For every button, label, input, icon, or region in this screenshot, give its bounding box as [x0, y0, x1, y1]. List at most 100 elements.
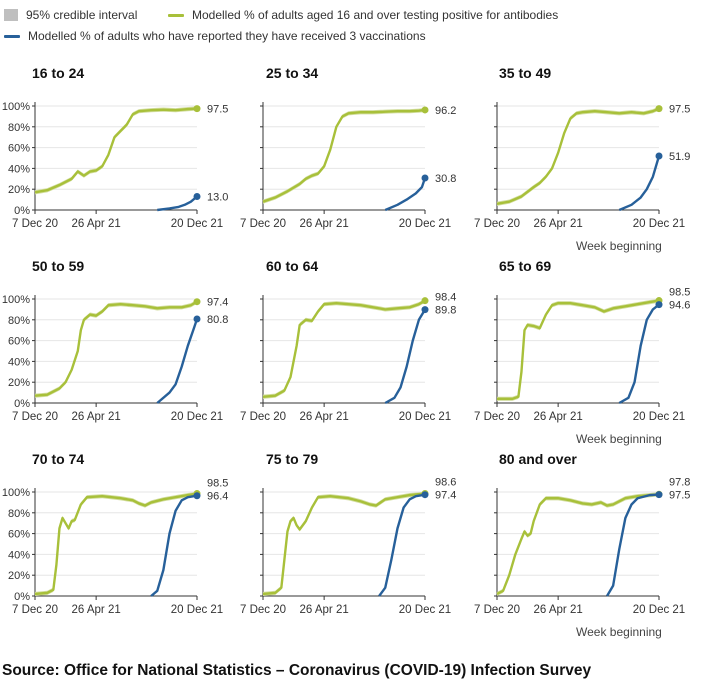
- antibodies-end-label: 97.5: [207, 104, 228, 116]
- credible-interval-band: [35, 106, 197, 195]
- antibodies-end-dot: [193, 298, 201, 306]
- x-tick-label: 20 Dec 21: [633, 604, 685, 616]
- panel-title: 16 to 24: [32, 65, 85, 81]
- vaccinations-end-dot: [193, 492, 201, 500]
- antibodies-end-label: 97.4: [207, 297, 228, 309]
- x-tick-label: 20 Dec 21: [633, 411, 685, 423]
- antibodies-line: [34, 107, 198, 194]
- x-tick-label: 26 Apr 21: [534, 218, 583, 230]
- vaccinations-end-label: 30.8: [435, 173, 456, 185]
- vaccinations-end-label: 97.5: [669, 490, 690, 502]
- credible-interval-band: [497, 492, 659, 596]
- week-beginning-label: Week beginning: [576, 625, 662, 639]
- x-tick-label: 7 Dec 20: [12, 218, 58, 230]
- antibodies-end-label: 98.4: [435, 292, 456, 304]
- antibodies-end-dot: [655, 105, 663, 113]
- vaccinations-swatch: [4, 34, 20, 38]
- x-tick-label: 7 Dec 20: [240, 604, 286, 616]
- vaccinations-line: [618, 303, 660, 405]
- x-tick-label: 20 Dec 21: [171, 218, 223, 230]
- vaccinations-end-label: 94.6: [669, 300, 690, 312]
- antibodies-line: [496, 107, 660, 205]
- week-beginning-label: Week beginning: [576, 239, 662, 253]
- credible-interval-band: [35, 299, 197, 398]
- y-tick-label: 80%: [8, 122, 30, 134]
- y-tick-label: 40%: [8, 356, 30, 368]
- x-tick-label: 20 Dec 21: [171, 411, 223, 423]
- x-tick-label: 20 Dec 21: [171, 604, 223, 616]
- y-tick-label: 60%: [8, 529, 30, 541]
- antibodies-line: [497, 299, 660, 401]
- vaccinations-end-label: 51.9: [669, 151, 690, 163]
- vaccinations-end-dot: [421, 491, 429, 499]
- legend-vaccinations: Modelled % of adults who have reported t…: [4, 29, 426, 43]
- vaccinations-end-dot: [421, 174, 429, 182]
- x-tick-label: 7 Dec 20: [12, 411, 58, 423]
- x-tick-label: 7 Dec 20: [12, 604, 58, 616]
- y-tick-label: 40%: [8, 163, 30, 175]
- antibodies-line: [34, 300, 198, 397]
- y-tick-label: 0%: [14, 205, 30, 217]
- x-tick-label: 20 Dec 21: [399, 218, 451, 230]
- vaccinations-end-dot: [655, 491, 663, 499]
- vaccinations-line: [618, 155, 661, 212]
- credible-interval-band: [497, 106, 659, 206]
- x-tick-label: 26 Apr 21: [72, 218, 121, 230]
- vaccinations-line: [150, 494, 198, 597]
- antibodies-line: [262, 299, 426, 398]
- y-tick-label: 100%: [2, 487, 30, 499]
- antibodies-end-label: 97.8: [669, 477, 690, 489]
- legend-interval: 95% credible interval: [4, 8, 137, 22]
- x-tick-label: 20 Dec 21: [633, 218, 685, 230]
- credible-interval-band: [263, 299, 425, 399]
- vaccinations-end-label: 96.4: [207, 491, 228, 503]
- antibodies-line: [34, 492, 198, 596]
- vaccinations-line: [384, 308, 427, 405]
- vaccinations-line: [384, 177, 427, 212]
- antibodies-end-dot: [421, 297, 429, 305]
- x-tick-label: 7 Dec 20: [240, 218, 286, 230]
- antibodies-end-label: 98.5: [669, 287, 690, 299]
- x-tick-label: 7 Dec 20: [474, 411, 520, 423]
- antibodies-line: [262, 108, 426, 203]
- vaccinations-end-label: 89.8: [435, 305, 456, 317]
- vaccinations-end-dot: [193, 192, 201, 200]
- y-tick-label: 20%: [8, 184, 30, 196]
- vaccinations-end-label: 97.4: [435, 490, 456, 502]
- vaccinations-end-label: 80.8: [207, 314, 228, 326]
- x-tick-label: 7 Dec 20: [240, 411, 286, 423]
- vaccinations-end-dot: [655, 301, 663, 309]
- panel-title: 60 to 64: [266, 258, 319, 274]
- y-tick-label: 100%: [2, 101, 30, 113]
- y-tick-label: 0%: [14, 591, 30, 603]
- y-tick-label: 80%: [8, 508, 30, 520]
- x-tick-label: 7 Dec 20: [474, 218, 520, 230]
- x-tick-label: 26 Apr 21: [534, 411, 583, 423]
- vaccinations-line: [606, 493, 660, 597]
- panel-title: 75 to 79: [266, 451, 319, 467]
- vaccinations-line: [157, 195, 198, 212]
- legend-antibodies: Modelled % of adults aged 16 and over te…: [168, 8, 558, 22]
- y-tick-label: 60%: [8, 336, 30, 348]
- x-tick-label: 20 Dec 21: [399, 411, 451, 423]
- panel-title: 50 to 59: [32, 258, 85, 274]
- y-tick-label: 0%: [14, 398, 30, 410]
- antibodies-end-label: 98.6: [435, 477, 456, 489]
- credible-interval-band: [497, 299, 659, 401]
- x-tick-label: 26 Apr 21: [300, 411, 349, 423]
- x-tick-label: 26 Apr 21: [72, 411, 121, 423]
- panel-title: 70 to 74: [32, 451, 85, 467]
- panel-title: 80 and over: [499, 451, 577, 467]
- source-note: Source: Office for National Statistics –…: [2, 662, 592, 679]
- x-tick-label: 26 Apr 21: [300, 218, 349, 230]
- y-tick-label: 40%: [8, 549, 30, 561]
- vaccinations-end-label: 13.0: [207, 191, 228, 203]
- vaccinations-end-dot: [421, 306, 429, 314]
- y-tick-label: 60%: [8, 143, 30, 155]
- legend-vaccinations-label: Modelled % of adults who have reported t…: [28, 29, 426, 43]
- vaccinations-line: [156, 318, 199, 404]
- antibodies-end-label: 96.2: [435, 105, 456, 117]
- vaccinations-end-dot: [655, 152, 663, 160]
- x-tick-label: 20 Dec 21: [399, 604, 451, 616]
